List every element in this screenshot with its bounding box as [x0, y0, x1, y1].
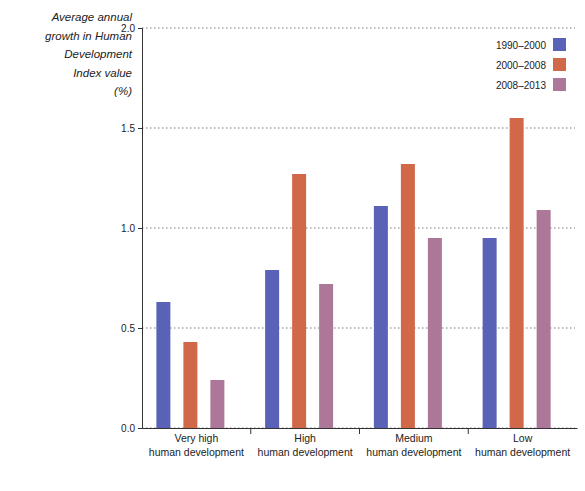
x-tick: Medium human development: [366, 428, 461, 458]
y-tick-label: 1.0: [121, 223, 135, 234]
x-axis: Very high human development High human deve…: [143, 428, 578, 458]
x-tick-label-line: human development: [475, 446, 570, 458]
bar: [401, 164, 415, 428]
y-axis-title-line: (%): [114, 85, 132, 97]
y-tick-mark: [138, 428, 142, 429]
y-axis-line: [138, 29, 143, 429]
bar: [210, 380, 224, 428]
y-tick: 1.5: [121, 123, 142, 134]
category-separator: [250, 428, 251, 434]
bar: [265, 270, 279, 428]
y-tick-label: 0.5: [121, 323, 135, 334]
x-tick-label-line: High: [294, 432, 316, 444]
y-tick-mark: [138, 228, 142, 229]
x-tick-label-line: Medium: [395, 432, 433, 444]
legend-swatch: [553, 38, 566, 51]
bar: [183, 342, 197, 428]
category-separators: [251, 428, 469, 434]
x-tick: Low human development: [475, 428, 570, 458]
grid-line: [142, 28, 575, 29]
x-tick-label: High human development: [258, 432, 353, 458]
y-tick-label: 1.5: [121, 123, 135, 134]
bar: [510, 118, 524, 428]
y-tick-mark: [138, 328, 142, 329]
y-tick: 1.0: [121, 223, 142, 234]
bar: [319, 284, 333, 428]
legend-swatch: [553, 78, 566, 91]
x-tick-label: Very high human development: [149, 432, 244, 458]
x-tick-label-line: Very high: [174, 432, 218, 444]
x-tick-label: Medium human development: [366, 432, 461, 458]
y-tick-label: 0.0: [121, 423, 135, 434]
grid: [142, 28, 575, 428]
legend-label: 2008–2013: [496, 80, 546, 91]
y-tick-mark: [138, 128, 142, 129]
chart-svg: 0.00.51.01.52.0Very highhuman developmen…: [0, 0, 585, 491]
legend-label: 1990–2000: [496, 40, 546, 51]
x-tick: Very high human development: [149, 428, 244, 458]
x-tick: High human development: [258, 428, 353, 458]
x-tick-label-line: Low: [513, 432, 533, 444]
bar: [483, 238, 497, 428]
x-tick-label-line: human development: [149, 446, 244, 458]
y-tick: 0.0: [121, 423, 142, 434]
bars: [156, 118, 550, 428]
y-axis-title-line: growth in Human: [45, 30, 132, 42]
legend: 1990–2000 2000–2008 2008–2013: [496, 38, 566, 91]
legend-swatch: [553, 58, 566, 71]
category-separator: [359, 428, 360, 434]
y-axis-title-line: Development: [64, 48, 133, 60]
bar: [156, 302, 170, 428]
x-tick-label: Low human development: [475, 432, 570, 458]
y-axis-title: Average annual growth in Human Development…: [45, 11, 133, 97]
y-axis-title-line: Average annual: [51, 11, 133, 23]
bar: [374, 206, 388, 428]
category-separator: [468, 428, 469, 434]
y-tick-mark: [138, 28, 142, 29]
x-tick-label-line: human development: [258, 446, 353, 458]
bar: [537, 210, 551, 428]
legend-label: 2000–2008: [496, 60, 546, 71]
y-axis-title-line: Index value: [73, 67, 132, 79]
y-tick: 0.5: [121, 323, 142, 334]
bar: [292, 174, 306, 428]
x-tick-label-line: human development: [366, 446, 461, 458]
bar: [428, 238, 442, 428]
